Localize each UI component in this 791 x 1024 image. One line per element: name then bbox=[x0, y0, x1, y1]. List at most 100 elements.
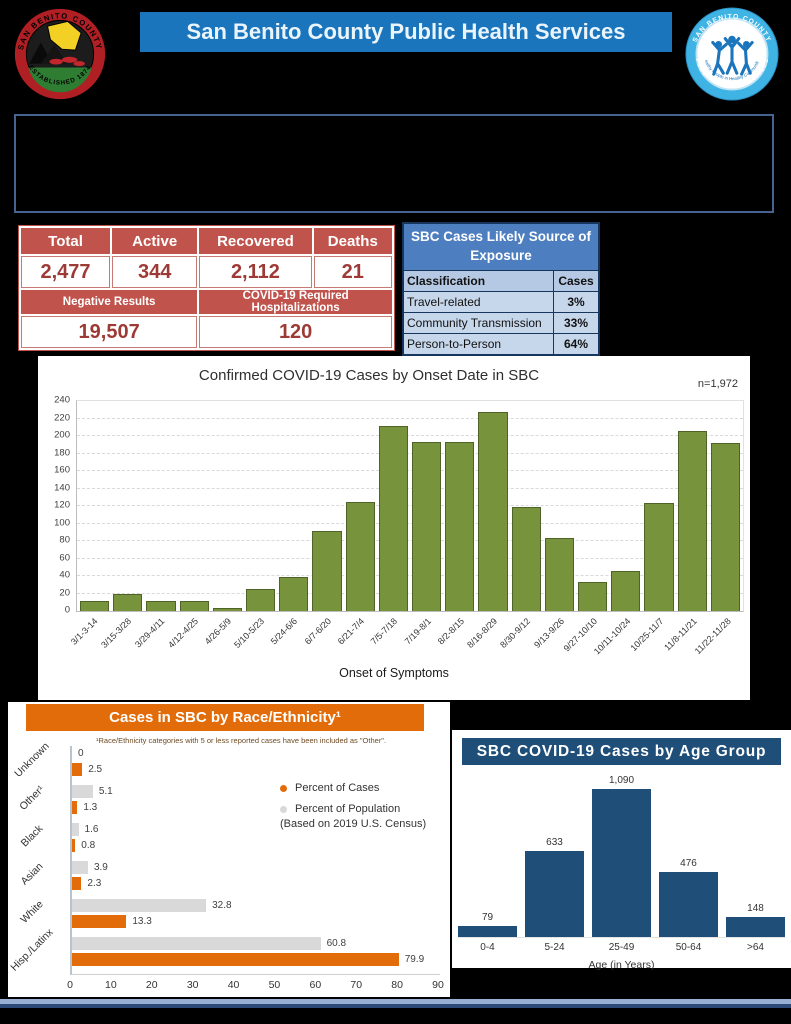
stats-value-recovered: 2,112 bbox=[199, 256, 312, 288]
age-bar bbox=[592, 789, 651, 937]
age-bar bbox=[458, 926, 517, 937]
exposure-value-person: 64% bbox=[563, 336, 589, 351]
exposure-column-headers: Classification Cases bbox=[404, 270, 598, 292]
onset-bar bbox=[544, 537, 575, 611]
legend-label-cases: Percent of Cases bbox=[295, 782, 380, 794]
onset-bar bbox=[179, 601, 209, 611]
population-value-label: 5.1 bbox=[98, 786, 113, 797]
stats-value-deaths: 21 bbox=[313, 256, 392, 288]
onset-chart-panel: Confirmed COVID-19 Cases by Onset Date i… bbox=[38, 356, 750, 700]
onset-ylabels: 0 20 40 60 80 100 120 140 160 180 200 220 240 bbox=[42, 395, 72, 616]
population-value-label: 0 bbox=[78, 748, 84, 759]
exposure-value-travel: 3% bbox=[567, 294, 585, 309]
population-value-label: 1.6 bbox=[84, 824, 99, 835]
stats-header-recovered: Recovered bbox=[199, 228, 312, 254]
onset-bar bbox=[644, 502, 674, 611]
stats-header-hospitalizations: COVID-19 Required Hospitalizations bbox=[199, 290, 392, 314]
onset-gridline bbox=[77, 505, 743, 506]
age-bar-slot: 476 bbox=[659, 858, 718, 937]
age-value-label: 79 bbox=[481, 912, 494, 924]
age-bar-slot: 1,090 bbox=[592, 775, 651, 937]
age-bar bbox=[659, 872, 718, 937]
exposure-col-classification: Classification bbox=[404, 270, 554, 291]
race-xtick-label: 40 bbox=[227, 979, 240, 991]
stats-value-total: 2,477 bbox=[21, 256, 111, 288]
onset-gridline bbox=[77, 452, 743, 454]
onset-bar bbox=[478, 412, 508, 611]
cases-bar bbox=[72, 801, 78, 814]
cases-value-label: 2.5 bbox=[88, 764, 103, 775]
cases-bar bbox=[72, 915, 127, 928]
county-seal-logo: SAN BENITO COUNTY ESTABLISHED 1874 bbox=[12, 6, 108, 102]
onset-ytick-label: 240 bbox=[54, 394, 70, 406]
age-xtick-label: 0-4 bbox=[480, 942, 495, 953]
cases-value-label: 1.3 bbox=[83, 802, 98, 813]
exposure-label-community: Community Transmission bbox=[404, 312, 554, 333]
age-bar-slot: 148 bbox=[726, 903, 785, 937]
onset-n-annotation: n=1,972 bbox=[697, 378, 738, 390]
population-bar bbox=[72, 785, 93, 798]
onset-plot-area bbox=[76, 400, 744, 612]
onset-bar bbox=[279, 576, 309, 611]
race-row: 5.1 1.3 Other¹ bbox=[17, 783, 440, 818]
exposure-row-person: Person-to-Person 64% bbox=[404, 333, 598, 354]
onset-bar bbox=[677, 430, 707, 611]
exposure-col-cases: Cases bbox=[558, 273, 594, 288]
case-stats-table: Total Active Recovered Deaths 2,477 344 … bbox=[18, 225, 395, 351]
cases-bar bbox=[72, 839, 76, 852]
onset-ytick-label: 120 bbox=[54, 499, 70, 511]
age-value-label: 148 bbox=[747, 902, 764, 914]
cases-bar bbox=[72, 953, 399, 966]
race-xtick-label: 30 bbox=[186, 979, 199, 991]
race-row: 1.6 0.8 Black bbox=[19, 822, 440, 856]
population-bar bbox=[72, 937, 321, 950]
race-legend: Percent of Cases Percent of Population (… bbox=[280, 782, 426, 830]
exposure-row-community: Community Transmission 33% bbox=[404, 312, 598, 334]
onset-chart-title: Confirmed COVID-19 Cases by Onset Date i… bbox=[198, 367, 540, 384]
cases-legend-dot-icon bbox=[280, 785, 287, 792]
cases-bar bbox=[72, 877, 82, 890]
people-figures-icon bbox=[711, 37, 754, 76]
exposure-row-travel: Travel-related 3% bbox=[404, 291, 598, 313]
onset-bars bbox=[77, 401, 743, 611]
onset-bar bbox=[146, 601, 176, 611]
onset-ytick-label: 80 bbox=[59, 534, 70, 546]
race-plot: 0 2.5 Unknown 5.1 1.3 Other¹ 1.6 0.8 Black 3.9 2.3… bbox=[8, 740, 440, 975]
seal-county-shape bbox=[46, 20, 82, 51]
onset-ytick-label: 220 bbox=[54, 412, 70, 423]
onset-bar bbox=[212, 607, 243, 611]
stats-header-deaths: Deaths bbox=[313, 228, 392, 254]
legend-population-note: (Based on 2019 U.S. Census) bbox=[280, 818, 427, 830]
onset-gridline bbox=[77, 575, 743, 577]
seal-mountain bbox=[40, 44, 68, 64]
age-bar-slot: 633 bbox=[525, 837, 584, 937]
race-xtick-label: 20 bbox=[145, 979, 158, 991]
population-bar bbox=[72, 861, 88, 874]
race-chart-panel: Cases in SBC by Race/Ethnicity¹ ¹Race/Et… bbox=[8, 702, 450, 997]
exposure-value-community: 33% bbox=[563, 315, 589, 330]
age-chart-title: SBC COVID-19 Cases by Age Group bbox=[462, 738, 781, 765]
stats-value-active: 344 bbox=[112, 256, 198, 288]
cases-value-label: 2.3 bbox=[87, 878, 102, 889]
onset-gridline bbox=[77, 522, 743, 524]
legend-entry-population: Percent of Population bbox=[280, 803, 426, 815]
onset-bar bbox=[378, 425, 409, 611]
population-legend-dot-icon bbox=[280, 806, 287, 813]
onset-bar bbox=[312, 530, 342, 611]
exposure-label-person: Person-to-Person bbox=[404, 333, 554, 354]
page-title: San Benito County Public Health Services bbox=[140, 12, 672, 52]
onset-xlabels: 3/1-3-14 3/15-3/28 3/29-4/11 4/12-4/25 4/26-… bbox=[69, 613, 742, 661]
onset-gridline bbox=[77, 487, 743, 489]
race-chart-title: Cases in SBC by Race/Ethnicity¹ bbox=[26, 704, 424, 731]
onset-bar bbox=[345, 501, 375, 611]
age-value-label: 1,090 bbox=[608, 775, 635, 786]
onset-gridline bbox=[77, 470, 743, 472]
exposure-table-title: SBC Cases Likely Source of Exposure bbox=[404, 224, 598, 271]
age-xtick-label: 50-64 bbox=[675, 942, 702, 953]
cases-value-label: 79.9 bbox=[404, 954, 425, 965]
age-value-label: 476 bbox=[680, 858, 697, 870]
population-value-label: 60.8 bbox=[326, 938, 347, 949]
exposure-label-travel: Travel-related bbox=[404, 291, 554, 312]
race-xtick-label: 10 bbox=[105, 979, 117, 991]
age-value-label: 633 bbox=[546, 837, 563, 849]
